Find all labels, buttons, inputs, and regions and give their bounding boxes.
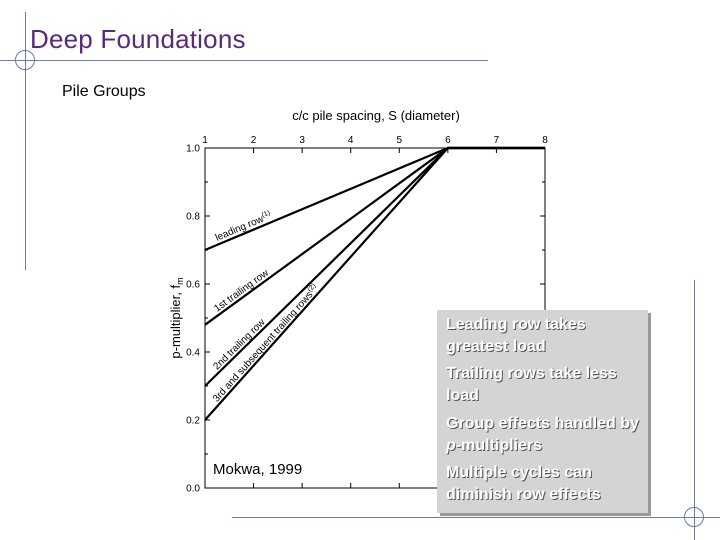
slide-subtitle: Pile Groups [62, 83, 146, 100]
left-rule [25, 12, 26, 270]
bullet-group-effects: Group effects handled by p-multipliers [446, 415, 639, 454]
x-tick-label: 6 [445, 135, 451, 146]
x-tick-label: 3 [299, 135, 305, 146]
top-left-crosshair-icon [15, 50, 35, 70]
y-tick-label: 0.2 [186, 416, 200, 427]
bullet-leading-row: Leading row takes greatest load [446, 316, 586, 355]
bullet-multiple-cycles: Multiple cycles can diminish row effects [446, 464, 601, 503]
slide-title: Deep Foundations [30, 24, 246, 54]
bottom-right-crosshair-icon [684, 507, 704, 527]
source-citation: Mokwa, 1999 [213, 461, 303, 478]
series-label-2: 1st trailing row [212, 267, 271, 314]
bullet-trailing-rows: Trailing rows take less load [446, 365, 617, 404]
y-tick-label: 1.0 [186, 144, 200, 155]
y-tick-label: 0.0 [186, 484, 200, 495]
x-tick-label: 4 [348, 135, 354, 146]
right-rule [694, 280, 695, 540]
x-tick-label: 5 [397, 135, 403, 146]
x-tick-label: 1 [202, 135, 208, 146]
series-line-4 [204, 146, 545, 421]
x-tick-label: 8 [542, 135, 548, 146]
series-label-1: leading row(1) [214, 210, 274, 244]
bottom-rule [232, 517, 720, 518]
x-tick-label: 2 [251, 135, 257, 146]
series-line-2 [204, 146, 545, 326]
key-points-box: Leading row takes greatest load Trailing… [437, 310, 648, 513]
top-rule [0, 60, 488, 61]
y-tick-label: 0.4 [186, 348, 200, 359]
x-tick-label: 7 [494, 135, 500, 146]
series-line-1 [204, 146, 545, 252]
x-axis-label: c/c pile spacing, S (diameter) [292, 108, 460, 123]
y-axis-label: p-multiplier, fm [168, 277, 185, 358]
y-tick-label: 0.8 [186, 212, 200, 223]
y-tick-label: 0.6 [186, 280, 200, 291]
